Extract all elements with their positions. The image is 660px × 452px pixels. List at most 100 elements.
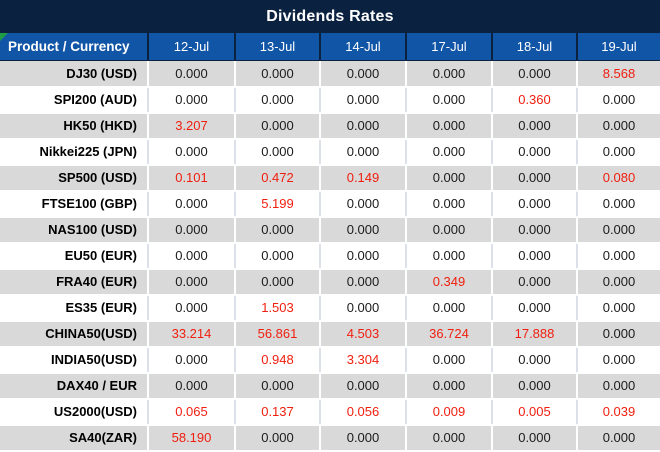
product-cell: FRA40 (EUR)	[0, 268, 148, 296]
product-cell: DJ30 (USD)	[0, 60, 148, 88]
date-column-header: 19-Jul	[576, 33, 660, 61]
value-cell: 0.000	[147, 294, 235, 322]
value-cell: 0.065	[147, 398, 235, 426]
value-cell: 0.000	[576, 86, 660, 114]
table-row: ES35 (EUR) 0.000 1.503 0.000 0.000 0.000 0.000	[0, 294, 660, 322]
value-cell: 0.000	[147, 242, 235, 270]
table-row: FTSE100 (GBP) 0.000 5.199 0.000 0.000 0.000 0.…	[0, 190, 660, 218]
product-currency-header: Product / Currency	[0, 33, 148, 61]
value-cell: 0.000	[147, 372, 235, 400]
value-cell: 0.000	[576, 372, 660, 400]
value-cell: 0.000	[147, 190, 235, 218]
value-cell: 0.000	[491, 112, 577, 140]
value-cell: 0.000	[319, 60, 406, 88]
value-cell: 0.056	[319, 398, 406, 426]
value-cell: 0.349	[405, 268, 492, 296]
value-cell: 0.000	[576, 242, 660, 270]
value-cell: 0.000	[576, 216, 660, 244]
value-cell: 0.000	[147, 346, 235, 374]
value-cell: 0.000	[405, 112, 492, 140]
value-cell: 58.190	[147, 424, 235, 452]
value-cell: 1.503	[234, 294, 320, 322]
product-cell: DAX40 / EUR	[0, 372, 148, 400]
value-cell: 0.472	[234, 164, 320, 192]
value-cell: 0.000	[319, 372, 406, 400]
value-cell: 0.000	[405, 294, 492, 322]
product-cell: SPI200 (AUD)	[0, 86, 148, 114]
cell-corner-indicator-icon	[0, 33, 8, 41]
date-column-header: 17-Jul	[405, 33, 492, 61]
value-cell: 0.000	[234, 60, 320, 88]
value-cell: 0.080	[576, 164, 660, 192]
value-cell: 0.009	[405, 398, 492, 426]
value-cell: 0.000	[319, 294, 406, 322]
value-cell: 0.000	[491, 60, 577, 88]
page-title: Dividends Rates	[266, 7, 394, 25]
date-column-header: 14-Jul	[319, 33, 406, 61]
value-cell: 0.000	[491, 190, 577, 218]
table-row: DAX40 / EUR 0.000 0.000 0.000 0.000 0.000 0.00…	[0, 372, 660, 400]
table-row: HK50 (HKD) 3.207 0.000 0.000 0.000 0.000 0.000	[0, 112, 660, 140]
value-cell: 0.000	[319, 242, 406, 270]
value-cell: 0.000	[491, 372, 577, 400]
date-column-header: 18-Jul	[491, 33, 577, 61]
value-cell: 0.000	[405, 242, 492, 270]
value-cell: 0.137	[234, 398, 320, 426]
product-cell: US2000(USD)	[0, 398, 148, 426]
table-row: SPI200 (AUD) 0.000 0.000 0.000 0.000 0.360 0.0…	[0, 86, 660, 114]
value-cell: 0.000	[491, 216, 577, 244]
value-cell: 0.000	[576, 190, 660, 218]
date-column-header: 12-Jul	[147, 33, 235, 61]
value-cell: 3.207	[147, 112, 235, 140]
value-cell: 0.039	[576, 398, 660, 426]
value-cell: 8.568	[576, 60, 660, 88]
table-header-row: Product / Currency 12-Jul 13-Jul 14-Jul …	[0, 33, 660, 61]
value-cell: 0.000	[234, 268, 320, 296]
value-cell: 3.304	[319, 346, 406, 374]
table-row: FRA40 (EUR) 0.000 0.000 0.000 0.349 0.000 0.00…	[0, 268, 660, 296]
value-cell: 0.000	[234, 372, 320, 400]
value-cell: 0.000	[234, 216, 320, 244]
value-cell: 17.888	[491, 320, 577, 348]
value-cell: 0.000	[576, 138, 660, 166]
value-cell: 0.000	[576, 112, 660, 140]
title-bar: Dividends Rates	[0, 0, 660, 33]
value-cell: 0.000	[576, 268, 660, 296]
table-row: US2000(USD) 0.065 0.137 0.056 0.009 0.005 0.03…	[0, 398, 660, 426]
value-cell: 0.000	[319, 216, 406, 244]
dividends-rates-table: Product / Currency 12-Jul 13-Jul 14-Jul …	[0, 33, 660, 452]
product-currency-header-label: Product / Currency	[8, 39, 130, 54]
value-cell: 0.000	[405, 60, 492, 88]
value-cell: 0.000	[576, 294, 660, 322]
product-cell: FTSE100 (GBP)	[0, 190, 148, 218]
value-cell: 0.360	[491, 86, 577, 114]
value-cell: 0.000	[491, 268, 577, 296]
value-cell: 0.000	[491, 346, 577, 374]
value-cell: 36.724	[405, 320, 492, 348]
product-cell: ES35 (EUR)	[0, 294, 148, 322]
table-row: Nikkei225 (JPN) 0.000 0.000 0.000 0.000 0.000…	[0, 138, 660, 166]
table-row: SP500 (USD) 0.101 0.472 0.149 0.000 0.000 0.08…	[0, 164, 660, 192]
value-cell: 0.000	[491, 424, 577, 452]
product-cell: CHINA50(USD)	[0, 320, 148, 348]
table-row: EU50 (EUR) 0.000 0.000 0.000 0.000 0.000 0.000	[0, 242, 660, 270]
value-cell: 0.000	[234, 138, 320, 166]
value-cell: 0.000	[319, 112, 406, 140]
value-cell: 0.000	[491, 164, 577, 192]
value-cell: 0.000	[405, 346, 492, 374]
value-cell: 0.000	[147, 138, 235, 166]
product-cell: EU50 (EUR)	[0, 242, 148, 270]
table-row: CHINA50(USD) 33.214 56.861 4.503 36.724 17.88…	[0, 320, 660, 348]
value-cell: 0.000	[147, 216, 235, 244]
value-cell: 0.000	[405, 86, 492, 114]
value-cell: 56.861	[234, 320, 320, 348]
value-cell: 0.000	[147, 268, 235, 296]
value-cell: 0.000	[491, 294, 577, 322]
value-cell: 0.000	[319, 86, 406, 114]
value-cell: 0.000	[491, 138, 577, 166]
table-row: NAS100 (USD) 0.000 0.000 0.000 0.000 0.000 0.0…	[0, 216, 660, 244]
value-cell: 0.000	[147, 60, 235, 88]
product-cell: SA40(ZAR)	[0, 424, 148, 452]
value-cell: 0.000	[405, 424, 492, 452]
value-cell: 0.000	[405, 138, 492, 166]
